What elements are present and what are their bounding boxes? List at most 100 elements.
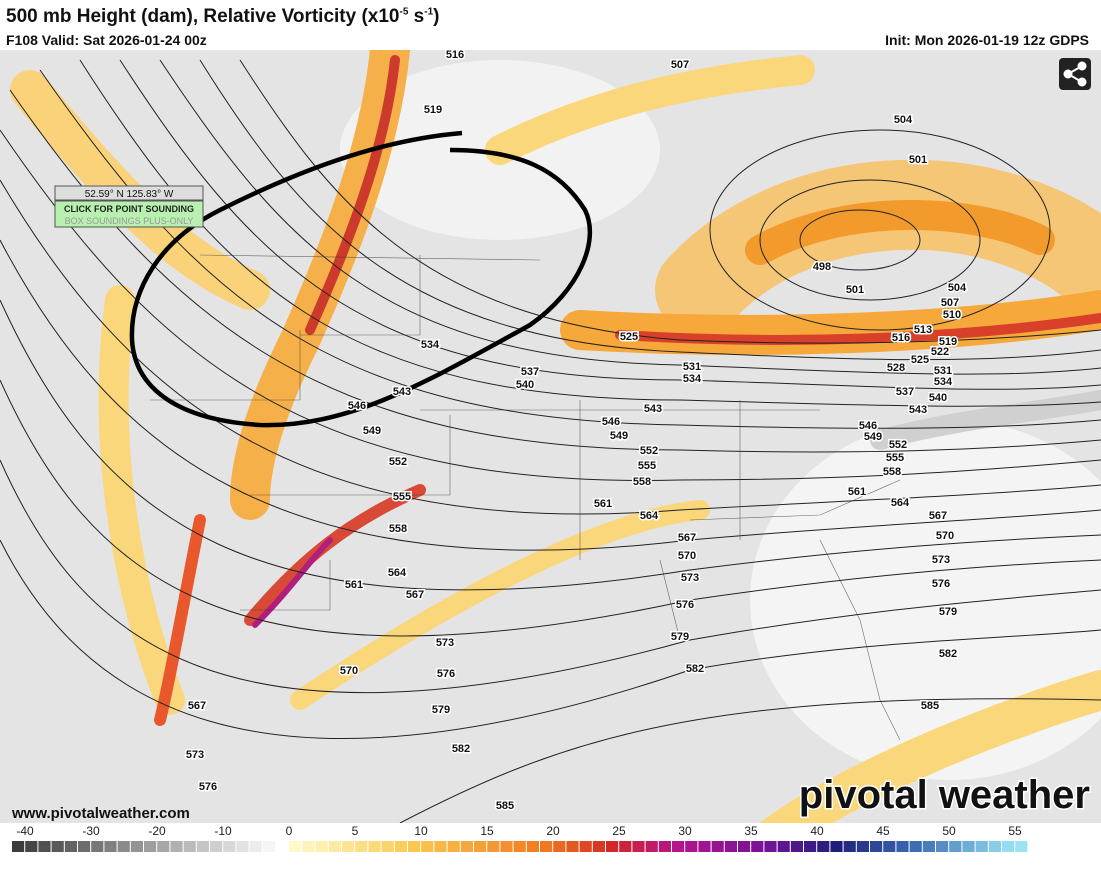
colorbar-cell — [500, 841, 513, 852]
sounding-button[interactable] — [54, 200, 204, 228]
colorbar-cell — [645, 841, 658, 852]
colorbar-tick-label: 5 — [352, 824, 359, 838]
colorbar-cell — [38, 841, 51, 852]
colorbar-tick-label: 10 — [414, 824, 428, 838]
contour-label: 582 — [686, 663, 704, 675]
contour-label: 552 — [640, 445, 658, 457]
contour-label: 573 — [186, 749, 204, 761]
colorbar-cell — [936, 841, 949, 852]
colorbar-cell — [157, 841, 170, 852]
colorbar-cell — [328, 841, 341, 852]
colorbar-cell — [170, 841, 183, 852]
colorbar-tick-label: 40 — [810, 824, 824, 838]
colorbar-cell — [764, 841, 777, 852]
colorbar-cell — [276, 841, 289, 852]
share-button[interactable] — [1059, 58, 1091, 90]
contour-label: 564 — [388, 567, 407, 579]
colorbar-cell — [262, 841, 275, 852]
colorbar-cell — [51, 841, 64, 852]
colorbar-tick-label: 55 — [1008, 824, 1022, 838]
colorbar-cell — [1002, 841, 1015, 852]
contour-label: 570 — [936, 530, 954, 542]
colorbar-cell — [460, 841, 473, 852]
contour-label: 504 — [894, 114, 913, 126]
contour-label: 576 — [932, 578, 950, 590]
colorbar-cell — [632, 841, 645, 852]
colorbar-tick-label: 30 — [678, 824, 692, 838]
colorbar-cell — [922, 841, 935, 852]
colorbar-cell — [975, 841, 988, 852]
colorbar-cell — [962, 841, 975, 852]
colorbar-cell — [698, 841, 711, 852]
colorbar-cell — [685, 841, 698, 852]
map-field — [0, 50, 1101, 823]
contour-label: 546 — [859, 420, 877, 432]
colorbar-cell — [236, 841, 249, 852]
colorbar-cell — [249, 841, 262, 852]
colorbar-cell — [513, 841, 526, 852]
sounding-button-label[interactable]: CLICK FOR POINT SOUNDING — [64, 204, 194, 214]
contour-label: 579 — [939, 606, 957, 618]
colorbar: -40 -30 -20 -10 0 5 10 15 20 25 30 35 40 45 50 55 — [12, 824, 1028, 852]
contour-label: 510 — [943, 309, 961, 321]
contour-label: 534 — [683, 373, 702, 385]
contour-label: 543 — [909, 404, 927, 416]
colorbar-cell — [12, 841, 25, 852]
colorbar-cell — [790, 841, 803, 852]
colorbar-cell — [315, 841, 328, 852]
colorbar-cell — [724, 841, 737, 852]
colorbar-tick-label: -30 — [82, 824, 100, 838]
contour-label: 573 — [932, 554, 950, 566]
title-text: 500 mb Height (dam), Relative Vorticity … — [6, 6, 400, 27]
contour-label: 549 — [864, 431, 882, 443]
contour-label: 576 — [199, 781, 217, 793]
contour-label: 549 — [363, 425, 381, 437]
colorbar-cell — [672, 841, 685, 852]
colorbar-cell — [579, 841, 592, 852]
contour-label: 531 — [683, 361, 701, 373]
contour-label: 543 — [393, 386, 411, 398]
valid-time: F108 Valid: Sat 2026-01-24 00z — [6, 32, 207, 48]
contour-label: 567 — [678, 532, 696, 544]
tooltip-box — [54, 185, 204, 201]
colorbar-cell — [355, 841, 368, 852]
contour-label: 522 — [931, 346, 949, 358]
contour-label: 564 — [891, 497, 910, 509]
init-time: Init: Mon 2026-01-19 12z GDPS — [885, 32, 1089, 48]
contour-label: 549 — [610, 430, 628, 442]
colorbar-cell — [988, 841, 1001, 852]
contour-label: 516 — [446, 49, 464, 61]
colorbar-cell — [144, 841, 157, 852]
height-contours — [0, 59, 1101, 823]
colorbar-cell — [711, 841, 724, 852]
contour-label: 555 — [638, 460, 656, 472]
contour-label: 537 — [521, 366, 539, 378]
colorbar-cell — [553, 841, 566, 852]
contour-label: 516 — [892, 332, 910, 344]
tooltip-note: BOX SOUNDINGS PLUS-ONLY — [65, 216, 194, 226]
contour-label: 534 — [934, 376, 953, 388]
contour-label: 573 — [436, 637, 454, 649]
contour-label: 558 — [883, 466, 901, 478]
header: 500 mb Height (dam), Relative Vorticity … — [0, 0, 1101, 50]
colorbar-cell — [447, 841, 460, 852]
colorbar-tick-label: -20 — [148, 824, 166, 838]
contour-label: 570 — [678, 550, 696, 562]
colorbar-tick-label: 50 — [942, 824, 956, 838]
title-text: ) — [433, 6, 440, 27]
colorbar-cell — [738, 841, 751, 852]
colorbar-tick-label: -10 — [214, 824, 232, 838]
colorbar-cell — [487, 841, 500, 852]
contour-label: 540 — [929, 392, 947, 404]
colorbar-cell — [474, 841, 487, 852]
share-icon[interactable] — [1063, 61, 1087, 87]
colorbar-cell — [619, 841, 632, 852]
contour-label: 555 — [393, 491, 411, 503]
colorbar-cell — [117, 841, 130, 852]
colorbar-cell — [196, 841, 209, 852]
title-unit: s — [408, 6, 425, 27]
site-url: www.pivotalweather.com — [11, 805, 190, 822]
colorbar-cell — [342, 841, 355, 852]
